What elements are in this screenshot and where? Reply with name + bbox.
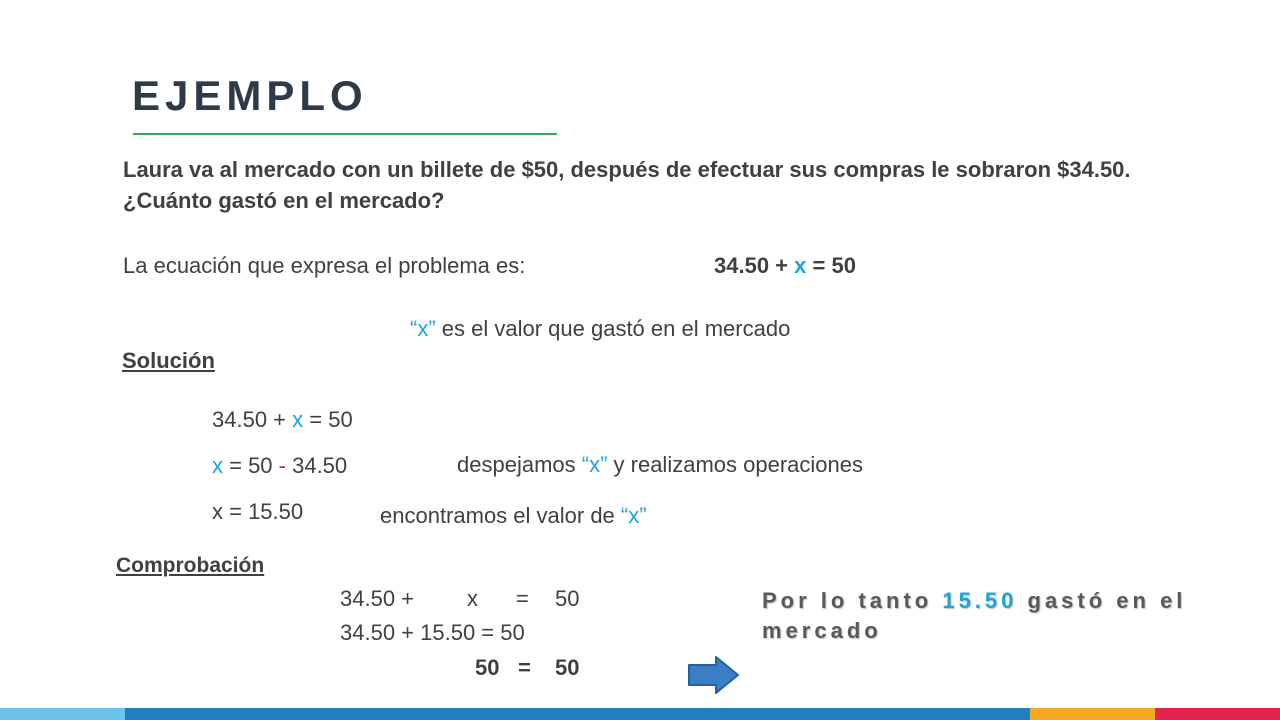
bottom-color-bar [0,708,1280,720]
solution-step-2: x = 50 - 34.50 [212,453,347,479]
title-underline [133,133,557,135]
check-row-1-variable: x [467,586,478,611]
step2-note-b: y realizamos operaciones [607,452,863,477]
comprobacion-heading: Comprobación [116,554,265,577]
bottom-bar-segment-orange [1030,708,1155,720]
variable-note-var: “x” [410,316,436,341]
variable-note: “x” es el valor que gastó en el mercado [410,316,790,342]
check-row-1-a: 34.50 + [340,586,415,611]
slide-title: EJEMPLO [132,72,368,119]
equation-intro-label: La ecuación que expresa el problema es: [123,253,526,278]
step1-right: = 50 [303,407,353,432]
check-row-2: 34.50 + 15.50 = 50 [340,620,525,645]
step2-minus: - [278,453,286,478]
solution-step-2-note: despejamos “x” y realizamos operaciones [457,452,863,478]
step2-variable: x [212,453,223,478]
right-arrow-icon [686,655,742,700]
solution-step-3-note: encontramos el valor de “x” [380,503,647,529]
step3-note-a: encontramos el valor de [380,503,621,528]
step2-a: = 50 [223,453,279,478]
solution-step-1: 34.50 + x = 50 [212,407,353,433]
solucion-heading: Solución [122,348,215,373]
conclusion-value: 15.50 [942,588,1018,613]
bottom-bar-segment-light-blue [0,708,125,720]
equation: 34.50 + x = 50 [714,253,856,279]
problem-statement: Laura va al mercado con un billete de $5… [123,157,1131,213]
step2-b: 34.50 [285,453,348,478]
equation-right: = 50 [806,253,856,278]
step1-left: 34.50 + [212,407,293,432]
equation-variable: x [794,253,807,278]
step2-note-a: despejamos [457,452,582,477]
step2-note-var: “x” [581,452,608,477]
bottom-bar-segment-red [1155,708,1280,720]
bottom-bar-segment-blue [125,708,1030,720]
conclusion-text: Por lo tanto 15.50 gastó en el mercado [762,586,1262,646]
step3-note-var: “x” [620,503,647,528]
check-row-1-b: 50 [555,586,580,611]
variable-note-text: es el valor que gastó en el mercado [435,316,791,341]
conclusion-before: Por lo tanto [762,588,943,613]
check-row-1-equals: = [516,586,529,611]
check-row-3-a: 50 [475,655,500,680]
check-row-3-equals: = [518,655,531,680]
solution-step-3: x = 15.50 [212,499,304,524]
step1-variable: x [292,407,304,432]
check-row-3-b: 50 [555,655,580,680]
equation-left: 34.50 + [714,253,795,278]
conclusion-after: gastó en el mercado [762,588,1187,643]
